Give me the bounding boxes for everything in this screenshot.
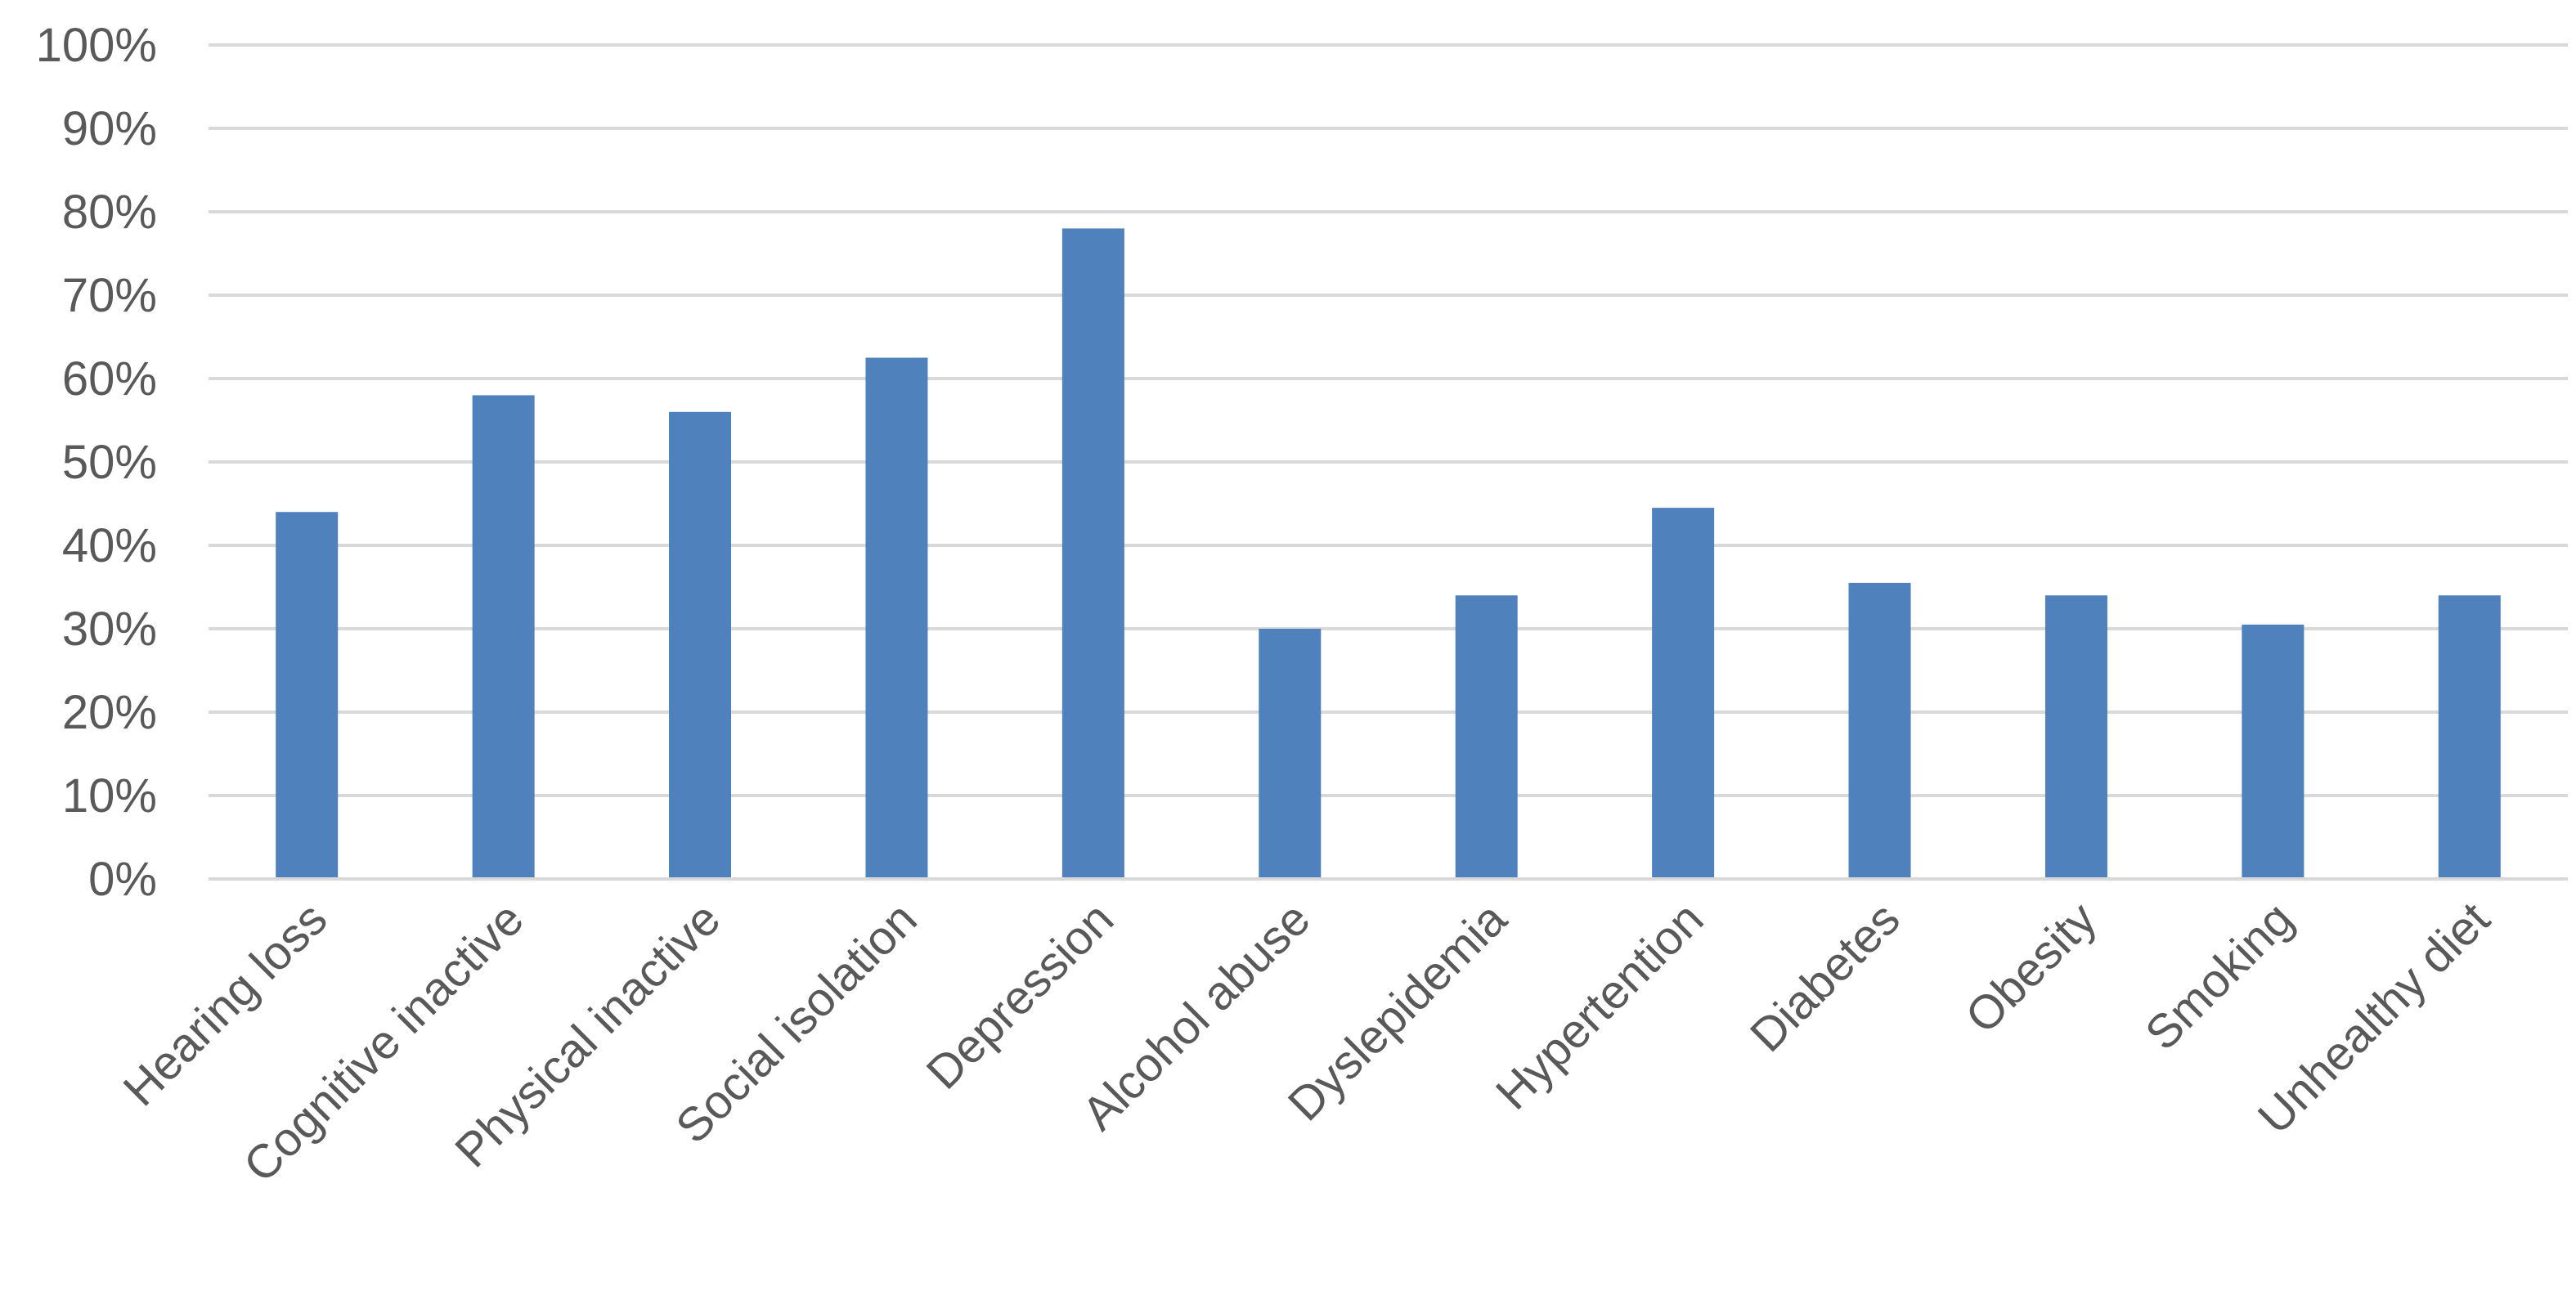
x-category-label: Depression: [917, 892, 1124, 1099]
bar: [1652, 508, 1715, 879]
bar: [1061, 228, 1124, 879]
y-axis-tick-labels: 0% 10% 20% 30% 40% 50% 60% 70% 80% 90% 100%: [36, 19, 157, 906]
bar: [669, 411, 732, 879]
y-tick-label: 60%: [62, 352, 157, 406]
x-category-label: Hypertention: [1486, 892, 1714, 1120]
y-tick-label: 50%: [62, 436, 157, 489]
y-tick-label: 90%: [62, 102, 157, 155]
y-tick-label: 20%: [62, 686, 157, 739]
y-tick-label: 100%: [36, 19, 157, 72]
x-category-label: Obesity: [1955, 892, 2107, 1043]
bar: [2242, 624, 2304, 879]
y-tick-label: 80%: [62, 186, 157, 239]
bar: [1848, 582, 1911, 879]
x-category-label: Diabetes: [1740, 892, 1910, 1062]
y-tick-label: 70%: [62, 269, 157, 322]
gridlines: [209, 43, 2568, 797]
bar: [2044, 595, 2107, 879]
bar: [1259, 629, 1322, 879]
y-tick-label: 10%: [62, 769, 157, 823]
bar: [865, 357, 928, 879]
y-tick-label: 40%: [62, 519, 157, 572]
y-tick-label: 0%: [88, 853, 157, 906]
x-category-label: Hearing loss: [113, 892, 337, 1116]
x-category-label: Smoking: [2135, 892, 2304, 1060]
bars: [276, 228, 2501, 879]
y-tick-label: 30%: [62, 603, 157, 656]
bar: [1455, 595, 1518, 879]
bar: [2438, 595, 2501, 879]
bar: [472, 395, 535, 879]
bar: [276, 512, 339, 879]
